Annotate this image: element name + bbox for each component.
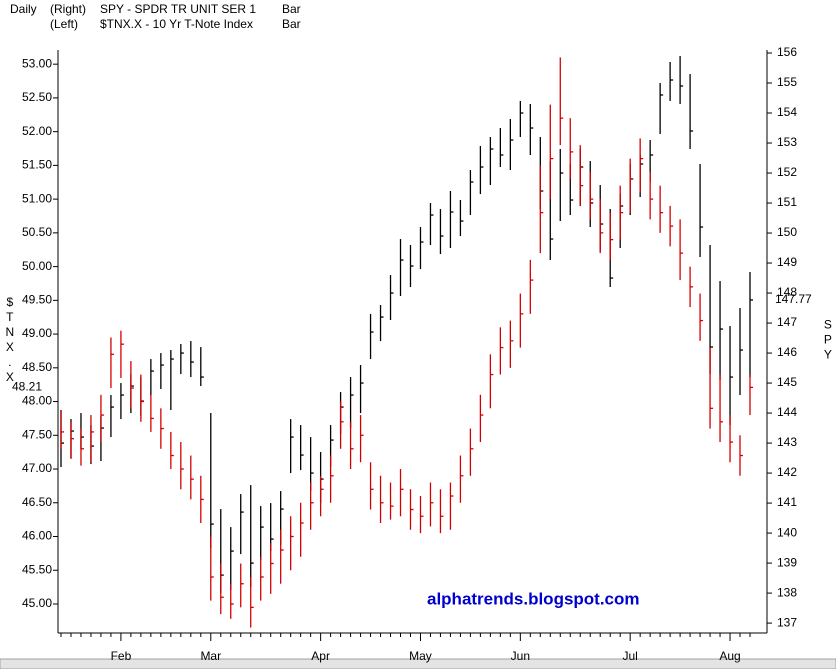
- series-side: (Left): [50, 17, 78, 31]
- y2-tick-label: 156: [777, 45, 797, 59]
- y-tick-label: 49.50: [22, 293, 52, 307]
- y2-tick-label: 151: [777, 195, 797, 209]
- y2-tick-label: 139: [777, 555, 797, 569]
- x-tick-label: Mar: [200, 649, 221, 663]
- y2-tick-label: 138: [777, 585, 797, 599]
- y2-tick-label: 148: [777, 285, 797, 299]
- y2-tick-label: 144: [777, 405, 797, 419]
- legend-entry: $TNX.X - 10 Yr T-Note Index: [100, 17, 253, 31]
- y-tick-label: 52.00: [22, 124, 52, 138]
- y2-tick-label: 147: [777, 315, 797, 329]
- y-tick-label: 47.00: [22, 461, 52, 475]
- y-tick-label: 51.50: [22, 158, 52, 172]
- y-axis-label: $TNX.X: [3, 295, 17, 385]
- y-tick-label: 45.50: [22, 562, 52, 576]
- y-tick-label: 52.50: [22, 90, 52, 104]
- y2-tick-label: 150: [777, 225, 797, 239]
- y2-tick-label: 155: [777, 75, 797, 89]
- last-value-label: 48.21: [12, 380, 42, 394]
- y2-tick-label: 152: [777, 165, 797, 179]
- y-tick-label: 47.50: [22, 427, 52, 441]
- series-style: Bar: [282, 17, 301, 31]
- x-tick-label: May: [409, 649, 432, 663]
- y2-tick-label: 141: [777, 495, 797, 509]
- x-tick-label: Aug: [719, 649, 740, 663]
- y2-axis-label: SPY: [821, 318, 835, 363]
- y-tick-label: 46.00: [22, 529, 52, 543]
- status-strip: [0, 658, 836, 669]
- y2-tick-label: 137: [777, 615, 797, 629]
- y2-tick-label: 149: [777, 255, 797, 269]
- y2-tick-label: 140: [777, 525, 797, 539]
- y-tick-label: 53.00: [22, 56, 52, 70]
- watermark: alphatrends.blogspot.com: [427, 589, 640, 608]
- period: Daily: [10, 2, 37, 16]
- y-tick-label: 48.00: [22, 394, 52, 408]
- x-tick-label: Jun: [511, 649, 530, 663]
- y2-tick-label: 142: [777, 465, 797, 479]
- y2-tick-label: 143: [777, 435, 797, 449]
- x-tick-label: Feb: [111, 649, 132, 663]
- y-tick-label: 45.00: [22, 596, 52, 610]
- y2-tick-label: 145: [777, 375, 797, 389]
- y-tick-label: 46.50: [22, 495, 52, 509]
- y-tick-label: 50.00: [22, 259, 52, 273]
- y2-tick-label: 154: [777, 105, 797, 119]
- x-tick-label: Apr: [311, 649, 330, 663]
- y-tick-label: 48.50: [22, 360, 52, 374]
- series-side: (Right): [50, 2, 86, 16]
- y-tick-label: 49.00: [22, 326, 52, 340]
- y2-tick-label: 146: [777, 345, 797, 359]
- series-style: Bar: [282, 2, 301, 16]
- x-tick-label: Jul: [623, 649, 638, 663]
- legend-entry: SPY - SPDR TR UNIT SER 1: [100, 2, 256, 16]
- last-value-label: 147.77: [775, 292, 812, 306]
- y2-tick-label: 153: [777, 135, 797, 149]
- y-tick-label: 50.50: [22, 225, 52, 239]
- y-tick-label: 51.00: [22, 191, 52, 205]
